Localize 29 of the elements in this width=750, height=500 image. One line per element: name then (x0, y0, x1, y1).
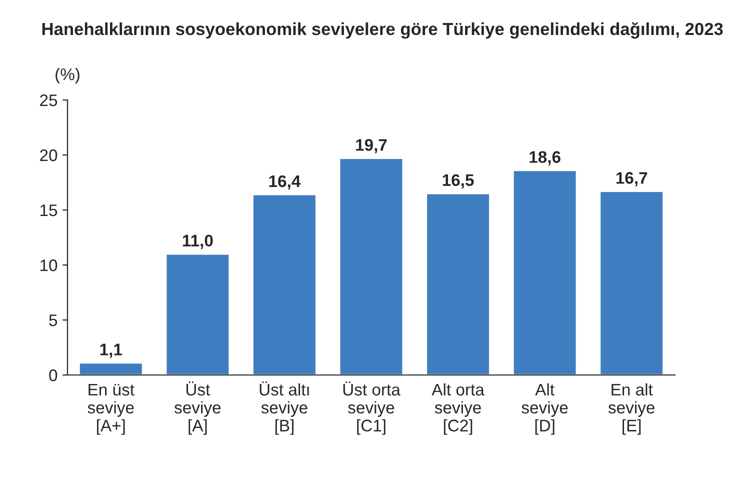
y-tick-label: 10 (40, 259, 58, 272)
bar (165, 253, 230, 375)
data-label: 16,5 (442, 174, 474, 188)
bar (338, 158, 404, 375)
y-tick-label: 0 (49, 369, 58, 382)
data-label: 19,7 (356, 139, 387, 154)
y-tick-label: 20 (40, 149, 58, 162)
y-tick-label: 25 (40, 94, 58, 106)
x-tick-label: Alt orta seviye [C2] (432, 383, 484, 435)
x-tick-label: En alt seviye [E] (608, 383, 654, 435)
y-tick-label: 5 (49, 314, 58, 326)
data-label: 1,1 (100, 344, 122, 358)
x-tick-label: En üst seviye [A+] (88, 384, 134, 435)
bar (426, 192, 490, 375)
bar (252, 194, 317, 375)
data-label: 11,0 (182, 234, 213, 249)
x-tick-label: Üst seviye [A] (174, 381, 221, 435)
bar (512, 170, 578, 375)
data-label: 16,4 (269, 175, 301, 190)
x-tick-label: Üst orta seviye [C1] (343, 381, 400, 435)
x-tick-label: Alt seviye [D] (522, 383, 568, 435)
x-tick-label: Üst altı seviye [B] (260, 381, 309, 435)
data-label: 18,6 (530, 151, 560, 166)
y-axis-title: (%) (56, 68, 80, 84)
y-tick-label: 15 (40, 204, 58, 216)
data-label: 16,7 (616, 172, 648, 186)
bar (78, 362, 144, 375)
chart-title: Hanehalklarının sosyoekonomik seviyelere göre Türkiye genelindeki dağılımı, 2023 (42, 22, 723, 39)
bar (599, 190, 664, 375)
